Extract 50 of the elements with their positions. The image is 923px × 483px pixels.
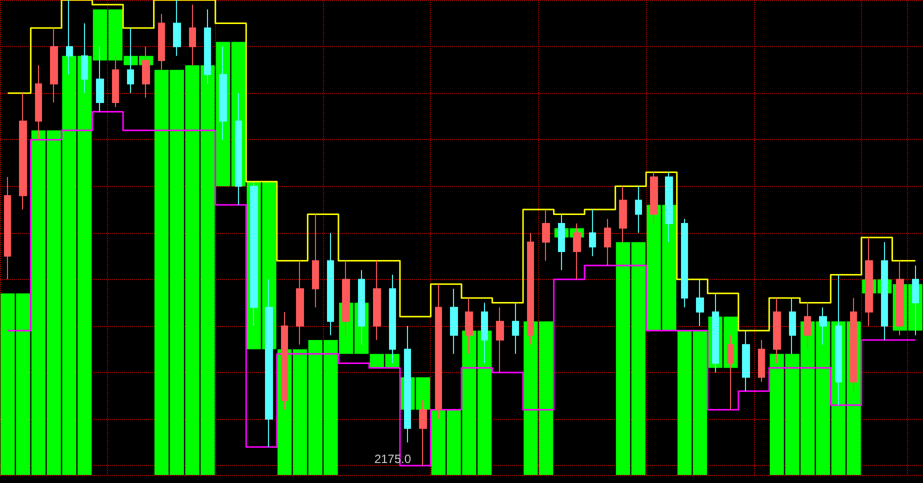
candlestick	[219, 46, 227, 140]
candlestick	[819, 306, 827, 346]
candlestick	[189, 4, 196, 66]
candlestick	[789, 298, 796, 354]
candlestick	[850, 298, 857, 392]
candlestick	[496, 306, 504, 374]
candlestick	[742, 330, 750, 392]
candlestick	[589, 209, 596, 257]
candlestick	[773, 298, 781, 364]
candlestick	[758, 339, 765, 382]
candlestick	[465, 298, 473, 354]
candlestick	[389, 274, 396, 364]
candlestick	[342, 260, 350, 336]
candlestick	[312, 214, 319, 308]
candlestick	[481, 302, 488, 364]
candlestick	[604, 218, 611, 266]
candlestick	[327, 232, 334, 336]
candlestick	[835, 274, 842, 406]
candlestick	[696, 278, 704, 326]
candlestick	[619, 186, 627, 243]
candlestick	[265, 278, 273, 448]
candlestick	[435, 284, 442, 420]
candlestick	[81, 22, 88, 94]
candlestick	[50, 27, 58, 103]
candlestick	[450, 288, 458, 354]
candlestick	[635, 186, 642, 234]
candlestick	[112, 55, 119, 108]
candlestick	[250, 181, 258, 326]
candlestick	[158, 13, 165, 70]
candlestick	[681, 218, 688, 308]
candlestick	[96, 46, 104, 112]
candlestick	[527, 232, 534, 346]
candlestick	[235, 92, 242, 206]
candlestick	[358, 270, 365, 346]
candlestick	[173, 0, 181, 56]
candlestick	[419, 400, 427, 466]
candlestick	[4, 176, 11, 280]
candlestick	[373, 260, 381, 340]
candlestick	[512, 302, 519, 354]
candlestick	[804, 302, 811, 350]
candlestick	[19, 92, 27, 210]
candlestick	[665, 172, 673, 243]
candlestick	[35, 64, 42, 140]
candlestick	[66, 0, 73, 76]
candlestick	[281, 312, 288, 410]
candlestick	[204, 8, 211, 84]
candlestick	[542, 209, 550, 262]
candlestick	[296, 260, 304, 346]
candlestick	[650, 172, 658, 224]
candlestick	[727, 334, 734, 410]
